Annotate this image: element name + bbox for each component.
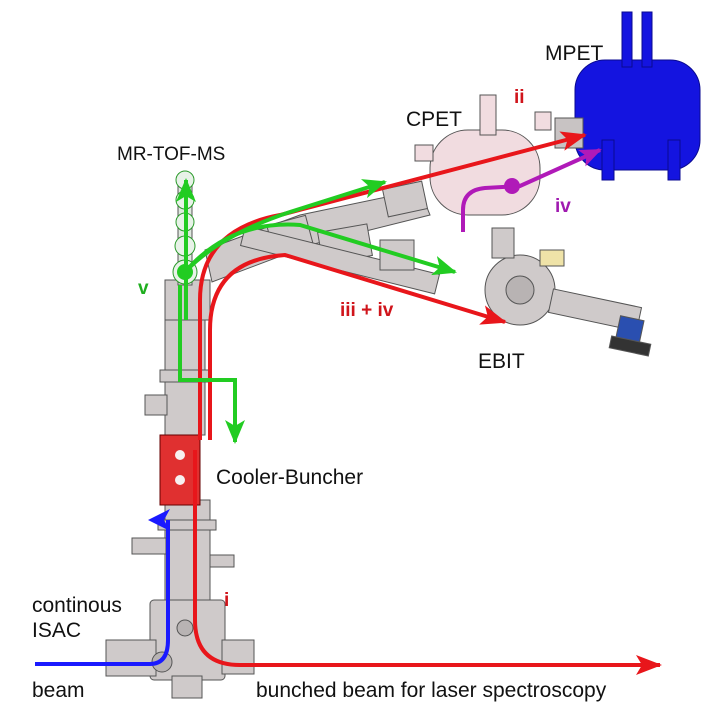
mpet-column-2 <box>641 11 653 68</box>
isac-right-flange <box>221 639 255 675</box>
cooler-buncher-label: Cooler-Buncher <box>216 466 363 489</box>
cpet-right-stub <box>534 111 552 131</box>
cpet-left-stub <box>414 144 434 162</box>
continuous-beam-arrow <box>35 509 170 666</box>
ebit-tower <box>491 227 515 259</box>
mpet-stand-1 <box>601 139 615 181</box>
isac-label: ISAC <box>32 619 81 642</box>
path-label-iii-iv: iii + iv <box>340 300 394 321</box>
beam-label: beam <box>32 679 85 702</box>
ebit-to-mpet-arrow <box>461 148 602 232</box>
deflector-box-3 <box>381 180 429 218</box>
ebit-viewport <box>505 275 535 305</box>
mrtof-to-ebit-arrow <box>183 222 457 276</box>
path-label-ii: ii <box>514 87 525 108</box>
mpet-column-1 <box>621 11 633 68</box>
red-beam-to-ebit-arrow <box>208 252 507 440</box>
path-label-iv: iv <box>555 196 571 217</box>
mpet-label: MPET <box>545 42 604 65</box>
upper-column-port <box>144 394 168 416</box>
continous-label: continous <box>32 594 122 617</box>
mpet-stand-2 <box>667 139 681 181</box>
ebit-label: EBIT <box>478 350 525 373</box>
mrtof-node <box>177 264 193 280</box>
ebit-mpet-node <box>504 178 520 194</box>
mrtof-down-arrow <box>178 285 245 444</box>
isac-left-flange <box>105 639 157 677</box>
ebit-base <box>608 335 652 357</box>
path-label-v: v <box>138 278 149 299</box>
column-side-port-2 <box>209 554 235 568</box>
ebit-yellow-part <box>539 249 565 267</box>
isac-port-circle-2 <box>176 619 194 637</box>
path-label-i: i <box>224 590 229 611</box>
bunched-beam-label: bunched beam for laser spectroscopy <box>256 679 607 702</box>
column-side-port <box>131 537 167 555</box>
cpet-label: CPET <box>406 108 462 131</box>
cpet-chimney <box>479 94 497 136</box>
cooler-buncher-port <box>175 450 185 460</box>
lower-column <box>164 499 211 601</box>
isac-bottom-port <box>171 675 203 699</box>
mrtof-label: MR-TOF-MS <box>117 144 225 165</box>
bunched-beam-horizontal-arrow <box>193 450 662 675</box>
cooler-buncher-port-2 <box>175 475 185 485</box>
